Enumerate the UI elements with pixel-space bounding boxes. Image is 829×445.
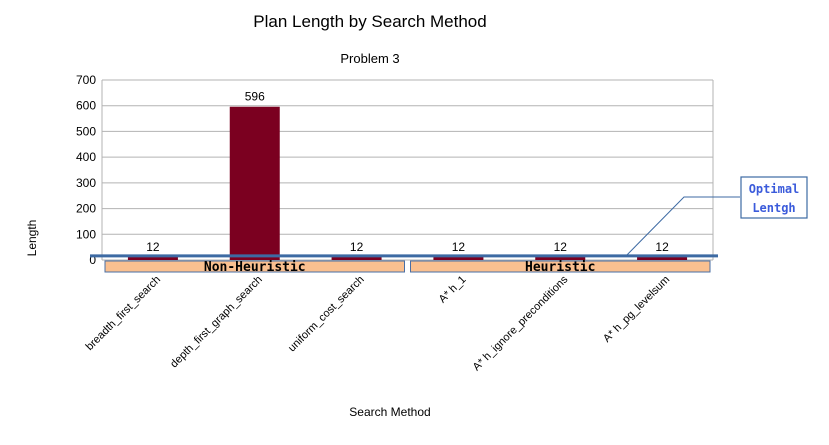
y-tick-label: 600 bbox=[76, 99, 96, 113]
chart-title: Plan Length by Search Method bbox=[253, 12, 487, 31]
bar bbox=[127, 256, 178, 260]
y-tick-label: 300 bbox=[76, 176, 96, 190]
data-label: 12 bbox=[655, 240, 669, 254]
data-label: 12 bbox=[452, 240, 466, 254]
group-box bbox=[104, 260, 405, 273]
data-label: 12 bbox=[146, 240, 160, 254]
y-tick-label: 100 bbox=[76, 227, 96, 241]
bar bbox=[331, 256, 382, 260]
y-tick-label: 500 bbox=[76, 124, 96, 138]
chart-subtitle: Problem 3 bbox=[340, 51, 400, 66]
callout-leader bbox=[625, 196, 740, 257]
callout-label-line2: Lentgh bbox=[752, 201, 795, 215]
group-label: Heuristic bbox=[525, 260, 595, 275]
data-label: 12 bbox=[554, 240, 568, 254]
data-label: 12 bbox=[350, 240, 364, 254]
x-tick-label: breadth_first_search bbox=[84, 274, 163, 353]
callout-label-line1: Optimal bbox=[749, 182, 800, 196]
bar bbox=[229, 106, 280, 260]
callout-box bbox=[740, 176, 808, 219]
x-tick-label: uniform_cost_search bbox=[286, 274, 367, 355]
x-tick-label: A* h_ignore_preconditions bbox=[471, 273, 571, 373]
y-tick-label: 400 bbox=[76, 150, 96, 164]
data-label: 596 bbox=[245, 90, 265, 104]
x-tick-label: depth_first_graph_search bbox=[168, 274, 265, 371]
bar bbox=[535, 256, 586, 260]
x-axis-label: Search Method bbox=[349, 405, 431, 419]
y-tick-label: 700 bbox=[76, 73, 96, 87]
bar bbox=[637, 256, 688, 260]
x-tick-label: A* h_pg_levelsum bbox=[601, 274, 672, 345]
group-box bbox=[410, 260, 711, 273]
x-tick-label: A* h_1 bbox=[437, 274, 469, 306]
y-tick-label: 0 bbox=[89, 253, 96, 267]
y-tick-label: 200 bbox=[76, 202, 96, 216]
bar bbox=[433, 256, 484, 260]
group-label: Non-Heuristic bbox=[204, 260, 306, 275]
